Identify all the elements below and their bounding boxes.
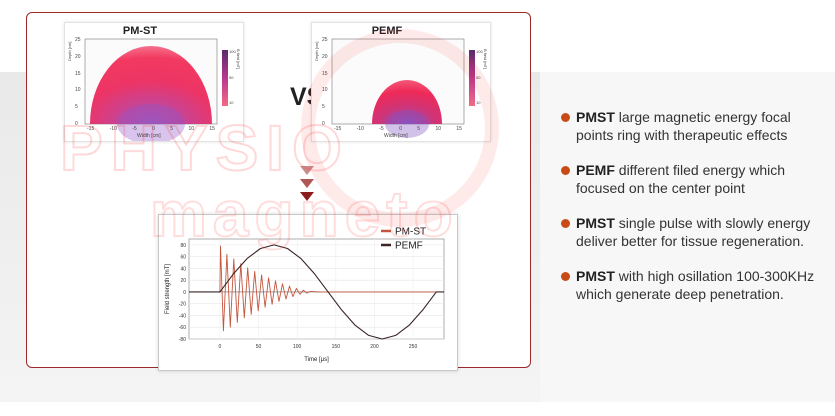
x-tick-label: 200 bbox=[370, 344, 379, 350]
x-tick: 15 bbox=[209, 126, 215, 132]
bullet-dot-icon bbox=[561, 113, 570, 122]
x-tick: -15 bbox=[334, 126, 342, 132]
pemf-heatmap-card: PEMF Depth [cm] Width [cm] bbox=[311, 22, 491, 142]
heatmap-y-ticks: 25 20 15 10 5 0 bbox=[75, 37, 81, 127]
bullet-text: large magnetic energy focal points ring … bbox=[576, 109, 791, 143]
heatmap-x-label: Width [cm] bbox=[137, 133, 161, 139]
y-tick-label: -80 bbox=[179, 337, 186, 343]
colorbar-tick: 10 bbox=[229, 100, 234, 105]
bullet-dot-icon bbox=[561, 166, 570, 175]
plot-area bbox=[188, 238, 445, 340]
y-tick: 5 bbox=[75, 104, 78, 111]
x-tick: -5 bbox=[379, 126, 384, 132]
x-tick: -5 bbox=[132, 126, 137, 132]
x-tick-label: 250 bbox=[409, 344, 418, 350]
colorbar-label: B field [mT] bbox=[483, 49, 488, 70]
y-tick: 20 bbox=[322, 53, 328, 60]
series-line-pemf bbox=[189, 244, 444, 340]
y-tick-label: 60 bbox=[180, 255, 186, 261]
x-tick-label: 150 bbox=[332, 344, 341, 350]
bullet-keyword: PMST bbox=[576, 215, 615, 231]
list-item: PEMF different filed energy which focuse… bbox=[560, 161, 828, 197]
y-tick-label: 20 bbox=[180, 278, 186, 284]
x-tick: 10 bbox=[188, 126, 194, 132]
x-tick: 5 bbox=[170, 126, 174, 132]
list-item: PMST large magnetic energy focal points … bbox=[560, 108, 828, 144]
x-tick: -10 bbox=[109, 126, 117, 132]
background-band-right bbox=[540, 72, 835, 402]
y-axis-label: Field strength [mT] bbox=[165, 264, 171, 314]
bullet-text: with high osillation 100-300KHz which ge… bbox=[576, 268, 815, 302]
x-tick: 0 bbox=[399, 126, 402, 132]
y-tick: 25 bbox=[322, 37, 328, 43]
bullet-dot-icon bbox=[561, 272, 570, 281]
x-tick: 10 bbox=[435, 126, 441, 132]
x-tick: -10 bbox=[356, 126, 364, 132]
bullet-text: single pulse with slowly energy deliver … bbox=[576, 215, 811, 249]
x-tick: 0 bbox=[152, 126, 155, 132]
y-tick: 15 bbox=[75, 70, 81, 77]
down-arrows-icon bbox=[300, 166, 314, 201]
legend-label: PM-ST bbox=[395, 227, 426, 238]
y-tick-label: -20 bbox=[179, 302, 186, 308]
y-tick-label: -40 bbox=[179, 313, 186, 319]
feature-list: PMST large magnetic energy focal points … bbox=[560, 108, 828, 320]
heatmap-x-ticks: -15 -10 -5 0 5 10 15 bbox=[87, 126, 215, 132]
bullet-text: different filed energy which focused on … bbox=[576, 162, 786, 196]
bullet-keyword: PEMF bbox=[576, 162, 615, 178]
colorbar-tick: 100 bbox=[229, 49, 236, 54]
y-tick: 5 bbox=[322, 104, 325, 111]
colorbar-tick: 10 bbox=[476, 100, 481, 105]
pemf-heatmap-title: PEMF bbox=[371, 25, 403, 37]
x-tick-label: 50 bbox=[256, 344, 262, 350]
y-tick: 0 bbox=[75, 120, 78, 127]
heatmap-y-label: Depth [cm] bbox=[67, 41, 72, 61]
y-tick: 10 bbox=[322, 87, 328, 94]
x-tick-label: 100 bbox=[293, 344, 302, 350]
pemf-heatmap bbox=[331, 38, 475, 138]
y-tick-label: -60 bbox=[179, 325, 186, 331]
colorbar-tick: 50 bbox=[476, 74, 481, 80]
series-line-pm-st bbox=[189, 245, 444, 332]
y-tick-label: 80 bbox=[180, 243, 186, 249]
bullet-dot-icon bbox=[561, 219, 570, 228]
y-tick: 20 bbox=[75, 53, 81, 60]
x-tick: 15 bbox=[456, 126, 462, 132]
pmst-heatmap-card: PM-ST Depth [cm] bbox=[64, 22, 244, 142]
y-tick: 25 bbox=[75, 37, 81, 43]
y-tick-label: 0 bbox=[183, 290, 186, 296]
colorbar-tick: 100 bbox=[476, 49, 483, 54]
x-tick: 5 bbox=[417, 126, 421, 132]
pmst-heatmap-title: PM-ST bbox=[122, 25, 158, 37]
x-tick: -15 bbox=[87, 126, 95, 132]
waveform-chart-card: 80 60 40 20 0 -20 -40 -60 -80 0 50 100 150 200 250 Time… bbox=[158, 214, 458, 371]
bullet-keyword: PMST bbox=[576, 109, 615, 125]
y-tick: 15 bbox=[322, 70, 328, 77]
heatmap-x-label: Width [cm] bbox=[384, 133, 408, 139]
list-item: PMST single pulse with slowly energy del… bbox=[560, 214, 828, 250]
heatmap-y-label: Depth [cm] bbox=[314, 41, 319, 61]
colorbar-label: B field [mT] bbox=[236, 49, 241, 70]
x-axis-label: Time [μs] bbox=[304, 357, 329, 363]
y-tick: 0 bbox=[322, 120, 325, 127]
x-tick-label: 0 bbox=[219, 344, 222, 350]
list-item: PMST with high osillation 100-300KHz whi… bbox=[560, 267, 828, 303]
colorbar-tick: 50 bbox=[229, 74, 234, 80]
legend-label: PEMF bbox=[395, 241, 423, 252]
pmst-heatmap bbox=[84, 38, 228, 141]
colorbar-ticks: 100 50 10 bbox=[229, 49, 236, 105]
y-tick-label: 40 bbox=[180, 266, 186, 272]
comparison-panel: PM-ST Depth [cm] bbox=[26, 12, 531, 371]
heatmap-x-ticks: -15 -10 -5 0 5 10 15 bbox=[334, 126, 462, 132]
heatmap-y-ticks: 25 20 15 10 5 0 bbox=[322, 37, 328, 127]
bullet-keyword: PMST bbox=[576, 268, 615, 284]
y-tick: 10 bbox=[75, 87, 81, 94]
colorbar-ticks: 100 50 10 bbox=[476, 49, 483, 105]
